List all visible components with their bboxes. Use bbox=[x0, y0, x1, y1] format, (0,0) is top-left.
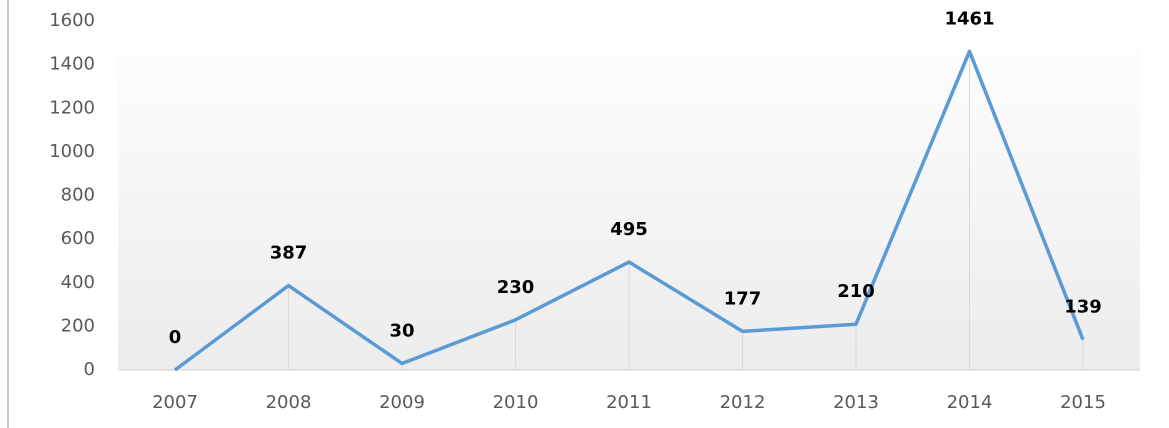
value-label: 1461 bbox=[944, 8, 994, 29]
value-label: 210 bbox=[837, 281, 875, 302]
line bbox=[173, 49, 1085, 372]
x-tick-label: 2009 bbox=[379, 392, 425, 413]
x-tick-label: 2013 bbox=[833, 392, 879, 413]
y-tick-label: 1400 bbox=[49, 54, 95, 75]
x-tick-label: 2014 bbox=[947, 392, 993, 413]
value-label: 139 bbox=[1064, 297, 1102, 318]
x-tick-label: 2015 bbox=[1060, 392, 1106, 413]
y-tick-label: 400 bbox=[61, 272, 95, 293]
x-tick-label: 2012 bbox=[720, 392, 766, 413]
y-tick-label: 800 bbox=[61, 185, 95, 206]
x-tick-label: 2010 bbox=[493, 392, 539, 413]
y-tick-label: 1600 bbox=[49, 10, 95, 31]
x-tick-label: 2011 bbox=[606, 392, 652, 413]
y-tick-label: 1000 bbox=[49, 141, 95, 162]
value-label: 230 bbox=[497, 277, 535, 298]
value-label: 387 bbox=[270, 243, 308, 264]
value-label: 0 bbox=[169, 327, 182, 348]
y-tick-label: 0 bbox=[84, 359, 95, 380]
y-tick-label: 1200 bbox=[49, 97, 95, 118]
y-tick-label: 600 bbox=[61, 228, 95, 249]
y-tick-label: 200 bbox=[61, 315, 95, 336]
value-label: 30 bbox=[389, 320, 414, 341]
x-tick-label: 2008 bbox=[266, 392, 312, 413]
value-label: 495 bbox=[610, 219, 648, 240]
x-tick-label: 2007 bbox=[152, 392, 198, 413]
value-label: 177 bbox=[724, 288, 762, 309]
